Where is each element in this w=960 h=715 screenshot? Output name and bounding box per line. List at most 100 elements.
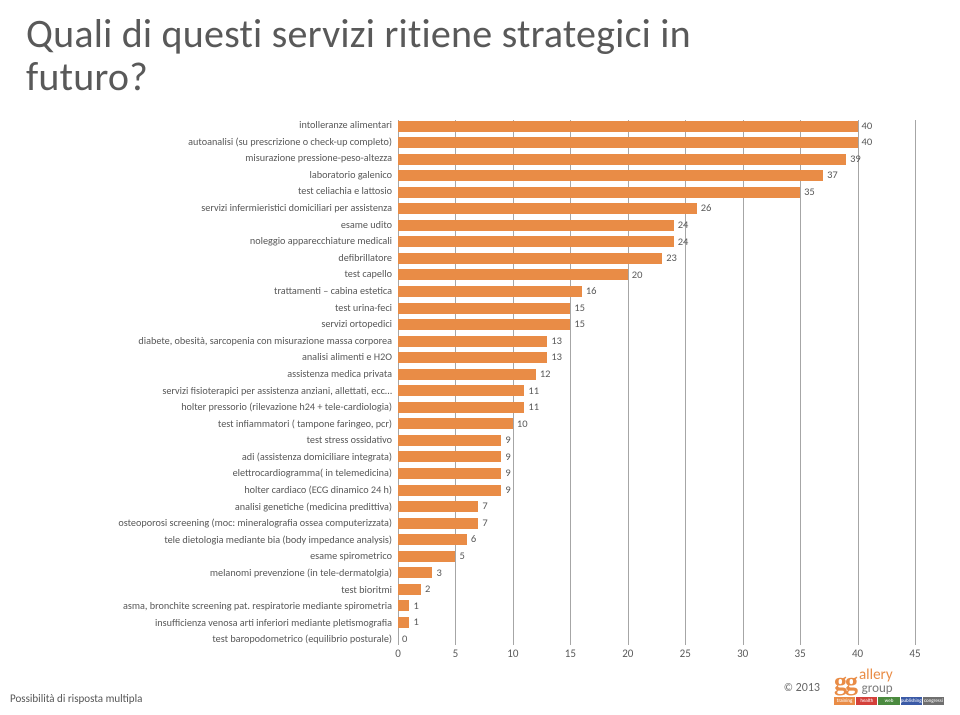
category-label: test urina-feci — [20, 303, 392, 313]
bar-row: 15 — [398, 302, 915, 314]
bar — [398, 336, 547, 347]
bar — [398, 286, 582, 297]
category-label: test baropodometrico (equilibrio postura… — [20, 634, 392, 644]
brand-strip-segment: health — [856, 697, 877, 705]
bar-row: 7 — [398, 517, 915, 529]
year-value: 2013 — [796, 681, 820, 695]
bar-row: 39 — [398, 153, 915, 165]
bar — [398, 269, 628, 280]
bar — [398, 187, 800, 198]
bar-row: 23 — [398, 252, 915, 264]
bar-row: 7 — [398, 501, 915, 513]
brand-logo-top: gg allery group — [834, 669, 944, 695]
bar-row: 16 — [398, 285, 915, 297]
category-label: insufficienza venosa arti inferiori medi… — [20, 618, 392, 628]
bar — [398, 551, 455, 562]
value-label: 9 — [501, 452, 510, 463]
value-label: 26 — [697, 203, 712, 214]
bar-row: 26 — [398, 203, 915, 215]
category-label: analisi alimenti e H2O — [20, 352, 392, 362]
bar — [398, 236, 674, 247]
bar — [398, 203, 697, 214]
category-label: trattamenti – cabina estetica — [20, 286, 392, 296]
category-label: esame spirometrico — [20, 551, 392, 561]
chart-bars: 4040393735262424232016151513131211111099… — [398, 120, 915, 645]
slide: Quali di questi servizi ritiene strategi… — [0, 0, 960, 715]
footer-note: Possibilità di risposta multipla — [10, 692, 142, 705]
bar-row: 12 — [398, 368, 915, 380]
bar — [398, 253, 662, 264]
value-label: 5 — [455, 551, 464, 562]
value-label: 20 — [628, 270, 643, 281]
value-label: 16 — [582, 286, 597, 297]
bar — [398, 352, 547, 363]
bar-row: 9 — [398, 467, 915, 479]
value-label: 12 — [536, 369, 551, 380]
bar-row: 10 — [398, 418, 915, 430]
value-label: 0 — [398, 634, 407, 645]
value-label: 24 — [674, 220, 689, 231]
value-label: 1 — [409, 617, 418, 628]
bar-row: 35 — [398, 186, 915, 198]
value-label: 39 — [846, 154, 861, 165]
x-tick-label: 0 — [395, 647, 401, 660]
category-label: test bioritmi — [20, 585, 392, 595]
bar-row: 13 — [398, 335, 915, 347]
bar-row: 11 — [398, 385, 915, 397]
bar-row: 9 — [398, 451, 915, 463]
category-label: intolleranze alimentari — [20, 120, 392, 130]
x-tick-label: 40 — [852, 647, 863, 660]
bar-row: 2 — [398, 583, 915, 595]
bar — [398, 170, 823, 181]
gridline — [915, 120, 916, 645]
year-label: © 2013 — [784, 681, 820, 695]
value-label: 40 — [858, 121, 873, 132]
brand-logo-strip: traininghealthwebpublishingcongressi — [834, 697, 944, 705]
value-label: 1 — [409, 601, 418, 612]
category-label: holter pressorio (rilevazione h24 + tele… — [20, 402, 392, 412]
category-label: test infiammatori ( tampone faringeo, pc… — [20, 419, 392, 429]
category-label: defibrillatore — [20, 253, 392, 263]
brand-strip-segment: congressi — [923, 697, 944, 705]
category-label: melanomi prevenzione (in tele-dermatolgi… — [20, 568, 392, 578]
value-label: 7 — [478, 518, 487, 529]
category-label: adi (assistenza domiciliare integrata) — [20, 452, 392, 462]
value-label: 6 — [467, 534, 476, 545]
category-label: misurazione pressione-peso-altezza — [20, 153, 392, 163]
x-tick-label: 30 — [737, 647, 748, 660]
category-label: tele dietologia mediante bia (body imped… — [20, 535, 392, 545]
category-label: test celiachia e lattosio — [20, 186, 392, 196]
bar-row: 24 — [398, 236, 915, 248]
x-tick-label: 45 — [909, 647, 920, 660]
value-label: 10 — [513, 419, 528, 430]
bar-row: 9 — [398, 484, 915, 496]
value-label: 9 — [501, 435, 510, 446]
value-label: 9 — [501, 468, 510, 479]
x-tick-label: 35 — [795, 647, 806, 660]
bar — [398, 137, 858, 148]
bar-row: 24 — [398, 219, 915, 231]
category-label: test stress ossidativo — [20, 435, 392, 445]
bar-row: 13 — [398, 352, 915, 364]
x-tick-label: 25 — [680, 647, 691, 660]
bar — [398, 584, 421, 595]
category-label: noleggio apparecchiature medicali — [20, 236, 392, 246]
category-label: diabete, obesità, sarcopenia con misuraz… — [20, 336, 392, 346]
category-label: servizi ortopedici — [20, 319, 392, 329]
bar-row: 1 — [398, 600, 915, 612]
bar — [398, 567, 432, 578]
value-label: 13 — [547, 352, 562, 363]
value-label: 9 — [501, 485, 510, 496]
bar — [398, 369, 536, 380]
bar — [398, 617, 409, 628]
x-tick-label: 5 — [453, 647, 459, 660]
bar — [398, 435, 501, 446]
chart: intolleranze alimentariautoanalisi (su p… — [20, 120, 915, 645]
bar — [398, 534, 467, 545]
bar-row: 1 — [398, 616, 915, 628]
bar-row: 11 — [398, 401, 915, 413]
category-label: osteoporosi screening (moc: mineralograf… — [20, 518, 392, 528]
category-label: servizi fisioterapici per assistenza anz… — [20, 386, 392, 396]
bar-row: 5 — [398, 550, 915, 562]
category-label: holter cardiaco (ECG dinamico 24 h) — [20, 485, 392, 495]
